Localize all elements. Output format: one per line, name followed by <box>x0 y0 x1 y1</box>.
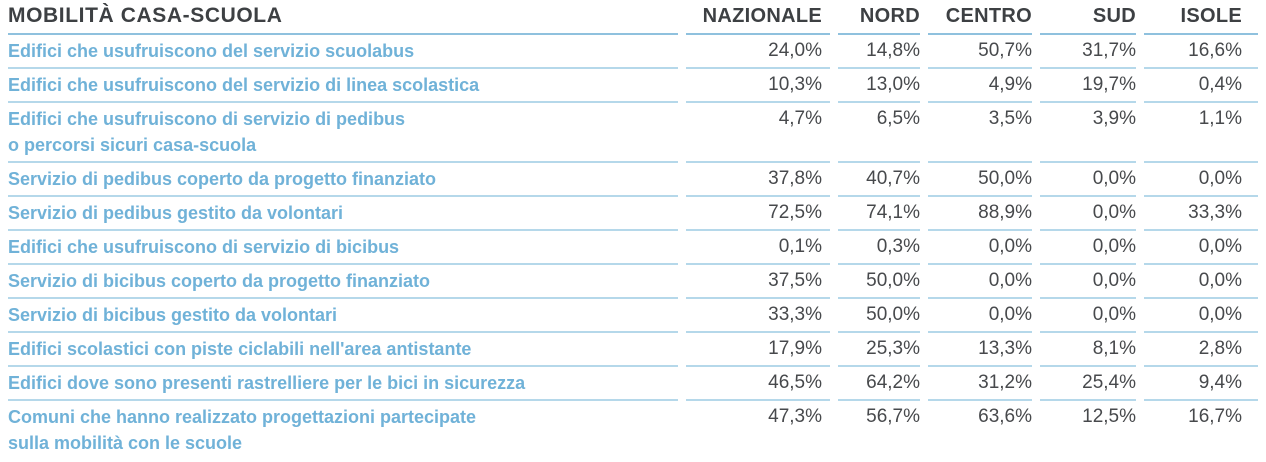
value-cell: 3,9% <box>1040 103 1136 163</box>
value-cell: 0,0% <box>1144 265 1258 299</box>
value-cell: 16,6% <box>1144 35 1258 69</box>
table-row: Servizio di bicibus gestito da volontari… <box>8 299 1258 333</box>
value-cell: 3,5% <box>928 103 1032 163</box>
table-body: Edifici che usufruiscono del servizio sc… <box>8 35 1258 459</box>
value-cell: 64,2% <box>838 367 920 401</box>
value-cell: 4,7% <box>686 103 830 163</box>
value-cell: 31,7% <box>1040 35 1136 69</box>
row-label: Edifici che usufruiscono del servizio sc… <box>8 35 678 69</box>
row-label: Servizio di pedibus coperto da progetto … <box>8 163 678 197</box>
value-cell: 1,1% <box>1144 103 1258 163</box>
table-row: Edifici che usufruiscono di servizio di … <box>8 103 1258 163</box>
value-cell: 12,5% <box>1082 406 1136 427</box>
value-cell: 50,0% <box>928 163 1032 197</box>
value-cell: 0,0% <box>1144 231 1258 265</box>
value-cell: 0,0% <box>1144 163 1258 197</box>
value-cell: 0,0% <box>1040 163 1136 197</box>
value-cell: 40,7% <box>838 163 920 197</box>
value-cell: 2,8% <box>1144 333 1258 367</box>
value-cell: 16,7% <box>1188 406 1242 427</box>
value-cell: 50,0% <box>838 299 920 333</box>
value-cell: 63,6% <box>978 406 1032 427</box>
value-cell: 19,7% <box>1040 69 1136 103</box>
value-cell: 9,4% <box>1144 367 1258 401</box>
value-cell: 0,0% <box>928 299 1032 333</box>
value-cell: 25,4% <box>1040 367 1136 401</box>
value-cell: 0,1% <box>686 231 830 265</box>
row-label: Edifici che usufruiscono del servizio di… <box>8 69 678 103</box>
value-cell: 31,2% <box>928 367 1032 401</box>
value-cell: 0,0% <box>928 265 1032 299</box>
value-cell: 24,0% <box>686 35 830 69</box>
value-cell: 13,0% <box>838 69 920 103</box>
table-row: Edifici che usufruiscono del servizio di… <box>8 69 1258 103</box>
value-cell: 14,8% <box>838 35 920 69</box>
column-header-nord: NORD <box>838 0 920 35</box>
column-header-sud: SUD <box>1040 0 1136 35</box>
row-label: Servizio di pedibus gestito da volontari <box>8 197 678 231</box>
value-cell: 10,3% <box>686 69 830 103</box>
value-cell: 0,0% <box>1040 197 1136 231</box>
column-header-isole: ISOLE <box>1144 0 1258 35</box>
value-cell: 0,4% <box>1144 69 1258 103</box>
value-cell: 56,7% <box>866 406 920 427</box>
value-cell: 8,1% <box>1040 333 1136 367</box>
row-label: Edifici che usufruiscono di servizio di … <box>8 231 678 265</box>
value-cell: 46,5% <box>686 367 830 401</box>
value-cell: 0,0% <box>928 231 1032 265</box>
value-cell: 0,0% <box>1040 265 1136 299</box>
value-cell: 17,9% <box>686 333 830 367</box>
value-cell: 0,0% <box>1040 231 1136 265</box>
table-row: Servizio di bicibus coperto da progetto … <box>8 265 1258 299</box>
value-cell: 74,1% <box>838 197 920 231</box>
row-label: Comuni che hanno realizzato progettazion… <box>8 407 477 453</box>
value-cell: 25,3% <box>838 333 920 367</box>
value-cell: 50,0% <box>838 265 920 299</box>
value-cell: 0,0% <box>1144 299 1258 333</box>
table-row: Edifici che usufruiscono di servizio di … <box>8 231 1258 265</box>
value-cell: 72,5% <box>686 197 830 231</box>
value-cell: 4,9% <box>928 69 1032 103</box>
value-cell: 33,3% <box>686 299 830 333</box>
row-label: Servizio di bicibus gestito da volontari <box>8 299 678 333</box>
row-label: Edifici che usufruiscono di servizio di … <box>8 103 678 163</box>
value-cell: 0,3% <box>838 231 920 265</box>
row-label: Edifici scolastici con piste ciclabili n… <box>8 333 678 367</box>
value-cell: 13,3% <box>928 333 1032 367</box>
table-row: Comuni che hanno realizzato progettazion… <box>8 401 1258 459</box>
value-cell: 33,3% <box>1144 197 1258 231</box>
header-row: MOBILITÀ CASA-SCUOLA NAZIONALE NORD CENT… <box>8 0 1258 35</box>
value-cell: 88,9% <box>928 197 1032 231</box>
value-cell: 37,8% <box>686 163 830 197</box>
table-row: Servizio di pedibus coperto da progetto … <box>8 163 1258 197</box>
row-label: Edifici dove sono presenti rastrelliere … <box>8 367 678 401</box>
column-header-centro: CENTRO <box>928 0 1032 35</box>
table-title: MOBILITÀ CASA-SCUOLA <box>8 0 678 35</box>
value-cell: 50,7% <box>928 35 1032 69</box>
value-cell: 37,5% <box>686 265 830 299</box>
value-cell: 6,5% <box>838 103 920 163</box>
table-row: Edifici che usufruiscono del servizio sc… <box>8 35 1258 69</box>
column-header-nazionale: NAZIONALE <box>686 0 830 35</box>
table-row: Servizio di pedibus gestito da volontari… <box>8 197 1258 231</box>
row-label: Servizio di bicibus coperto da progetto … <box>8 265 678 299</box>
value-cell: 0,0% <box>1040 299 1136 333</box>
value-cell: 47,3% <box>768 406 822 427</box>
table-row: Edifici dove sono presenti rastrelliere … <box>8 367 1258 401</box>
table-row: Edifici scolastici con piste ciclabili n… <box>8 333 1258 367</box>
